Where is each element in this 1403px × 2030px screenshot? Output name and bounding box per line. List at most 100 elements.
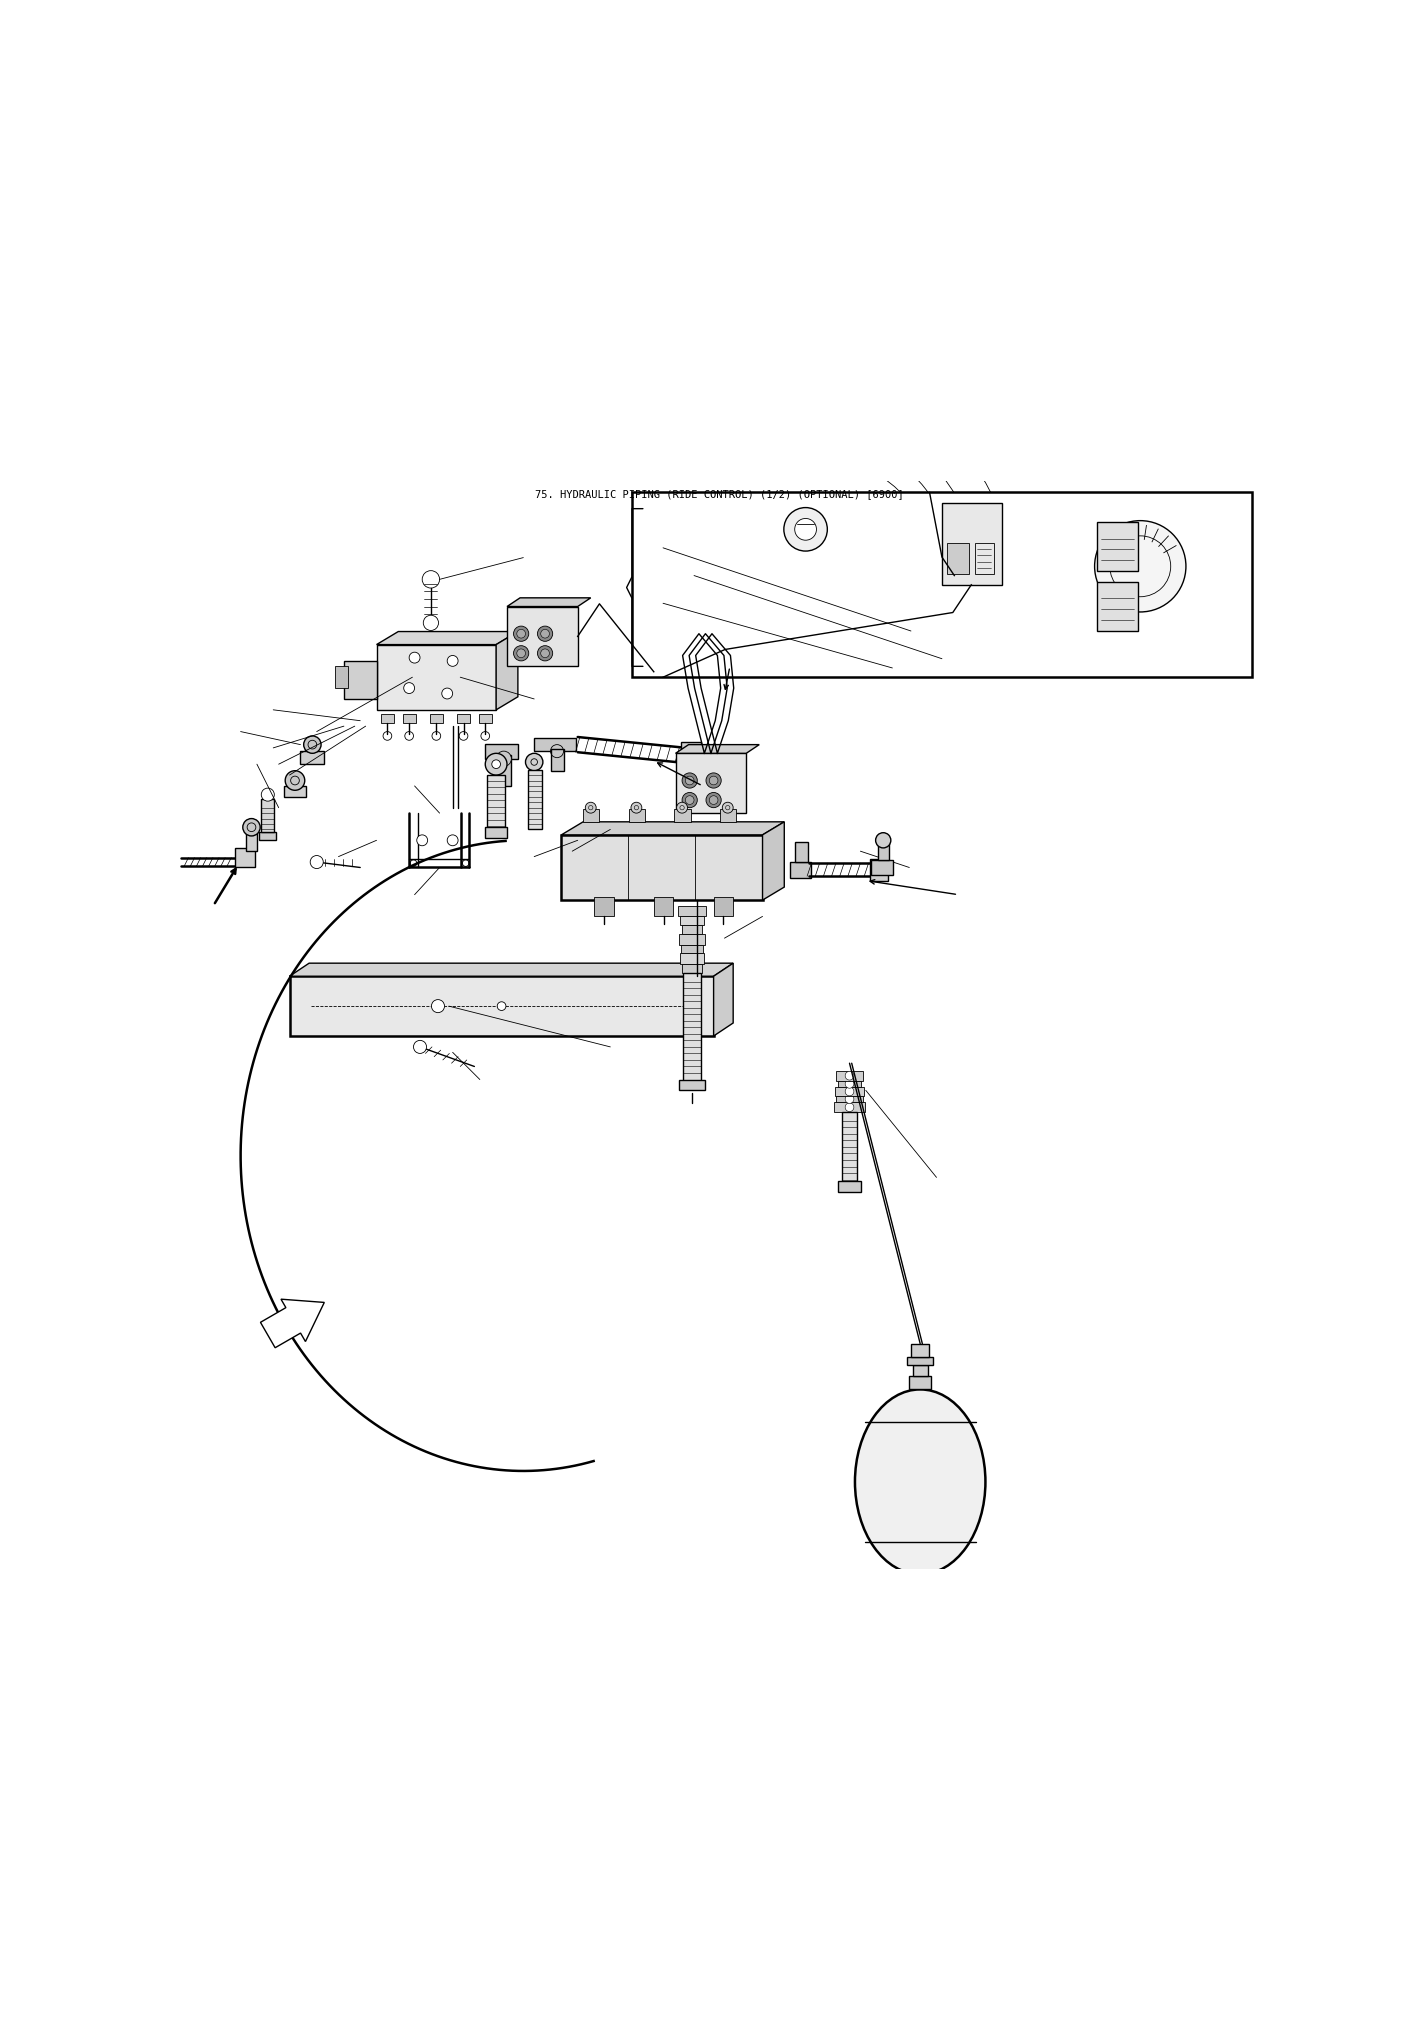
Bar	[912, 1344, 929, 1356]
Bar	[790, 863, 811, 879]
Circle shape	[540, 650, 550, 658]
Bar	[246, 830, 257, 851]
Polygon shape	[289, 962, 734, 976]
Circle shape	[845, 1102, 854, 1112]
Circle shape	[513, 646, 529, 662]
Circle shape	[682, 773, 697, 788]
Bar	[679, 1080, 704, 1090]
Circle shape	[845, 1072, 854, 1080]
Bar	[682, 964, 702, 972]
Circle shape	[404, 682, 415, 694]
Bar	[535, 739, 575, 751]
Circle shape	[710, 796, 718, 804]
Circle shape	[1094, 520, 1186, 611]
Circle shape	[706, 773, 721, 788]
Circle shape	[442, 688, 453, 698]
Bar	[1097, 522, 1138, 570]
Circle shape	[845, 1080, 854, 1088]
Circle shape	[414, 1039, 427, 1054]
Bar	[485, 743, 518, 759]
Circle shape	[676, 802, 687, 814]
Text: 75. HYDRAULIC PIPING (RIDE CONTROL) (1/2) (OPTIONAL) [6900]: 75. HYDRAULIC PIPING (RIDE CONTROL) (1/2…	[535, 489, 904, 499]
Bar	[457, 715, 470, 723]
Bar	[871, 861, 894, 875]
Bar	[629, 808, 645, 822]
Circle shape	[448, 656, 457, 666]
Polygon shape	[506, 607, 578, 666]
Bar	[260, 832, 276, 840]
Circle shape	[432, 999, 445, 1013]
Bar	[878, 842, 888, 861]
Polygon shape	[497, 631, 518, 710]
Bar	[912, 1366, 927, 1376]
Circle shape	[875, 832, 891, 849]
Circle shape	[448, 834, 457, 847]
Bar	[838, 1080, 861, 1088]
Bar	[487, 775, 505, 830]
Bar	[236, 849, 255, 867]
Polygon shape	[506, 597, 591, 607]
Circle shape	[845, 1094, 854, 1104]
Circle shape	[794, 518, 817, 540]
Circle shape	[537, 625, 553, 641]
Bar	[941, 503, 1002, 585]
Polygon shape	[561, 822, 784, 834]
Circle shape	[537, 646, 553, 662]
Bar	[682, 926, 702, 934]
Circle shape	[631, 802, 641, 814]
Circle shape	[310, 855, 323, 869]
Circle shape	[410, 652, 419, 664]
Polygon shape	[344, 662, 376, 698]
Bar	[497, 755, 511, 786]
Bar	[838, 1181, 861, 1192]
Bar	[654, 897, 673, 916]
Bar	[680, 954, 704, 964]
Bar	[485, 828, 506, 838]
Ellipse shape	[854, 1389, 985, 1573]
Circle shape	[710, 775, 718, 786]
Polygon shape	[763, 822, 784, 899]
Circle shape	[285, 771, 304, 790]
Circle shape	[417, 834, 428, 847]
Bar	[947, 544, 969, 574]
Circle shape	[497, 1001, 506, 1011]
Bar	[720, 808, 737, 822]
Bar	[633, 493, 1251, 678]
Polygon shape	[376, 646, 497, 710]
Circle shape	[243, 818, 260, 836]
Circle shape	[682, 792, 697, 808]
Circle shape	[706, 792, 721, 808]
Circle shape	[497, 751, 511, 767]
Circle shape	[845, 1088, 854, 1096]
Bar	[835, 1102, 864, 1112]
Bar	[870, 859, 888, 881]
Bar	[593, 897, 613, 916]
Bar	[478, 715, 492, 723]
Polygon shape	[676, 753, 746, 814]
Bar	[528, 769, 542, 830]
Bar	[550, 749, 564, 771]
Circle shape	[685, 775, 694, 786]
Bar	[335, 666, 348, 688]
Bar	[429, 715, 443, 723]
Bar	[842, 1112, 857, 1183]
Circle shape	[513, 625, 529, 641]
Polygon shape	[261, 1299, 324, 1348]
Bar	[975, 544, 995, 574]
Bar	[678, 905, 706, 916]
Bar	[680, 916, 704, 926]
Circle shape	[485, 753, 506, 775]
Circle shape	[303, 737, 321, 753]
Bar	[680, 743, 700, 769]
Bar	[680, 944, 703, 954]
Bar	[836, 1096, 863, 1102]
Circle shape	[784, 508, 828, 550]
Polygon shape	[676, 745, 759, 753]
Bar	[380, 715, 394, 723]
Circle shape	[424, 615, 439, 631]
Circle shape	[585, 802, 596, 814]
Bar	[403, 715, 415, 723]
Circle shape	[261, 788, 275, 802]
Circle shape	[516, 650, 526, 658]
Bar	[908, 1356, 933, 1366]
